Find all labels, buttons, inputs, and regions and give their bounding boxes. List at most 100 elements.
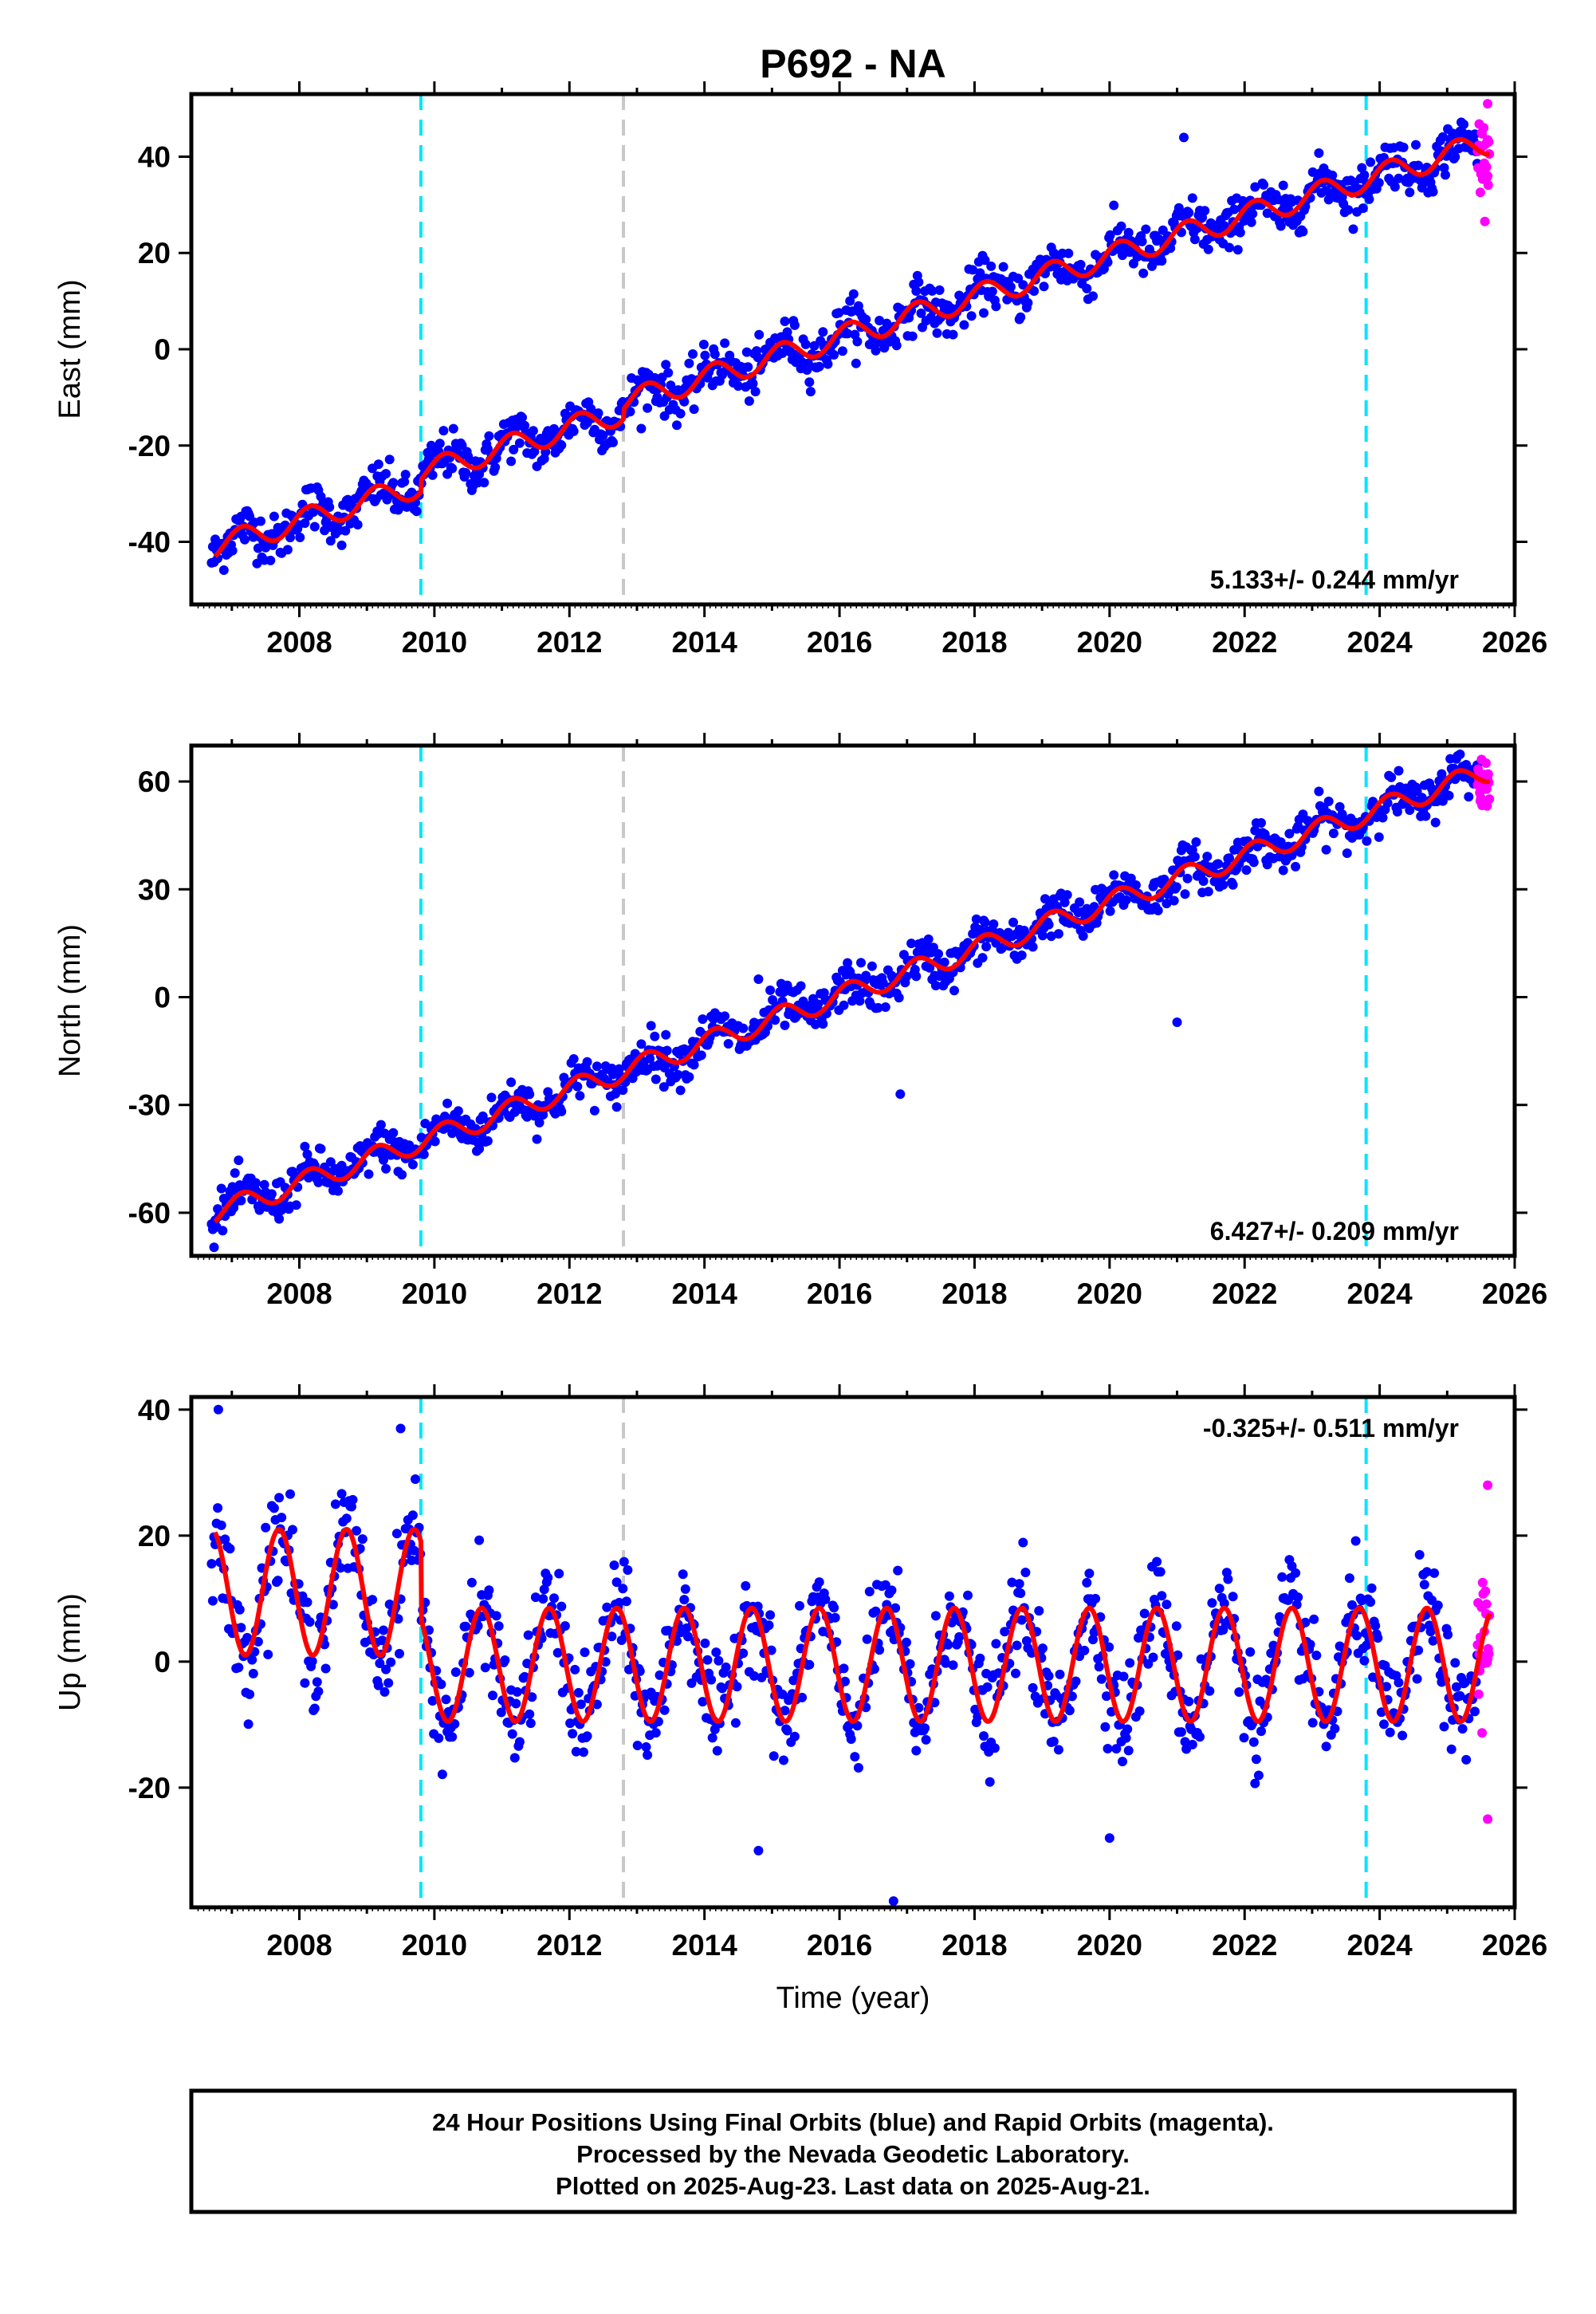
data-point xyxy=(712,1745,722,1756)
data-point xyxy=(911,286,922,296)
data-point xyxy=(511,1698,521,1709)
data-point xyxy=(474,1143,485,1154)
data-point xyxy=(723,1039,733,1049)
data-point xyxy=(650,1031,660,1041)
data-point xyxy=(218,1226,228,1236)
data-point xyxy=(593,408,603,419)
data-point xyxy=(589,1105,599,1116)
data-point xyxy=(1094,1662,1104,1672)
data-point xyxy=(925,962,935,973)
data-point xyxy=(282,545,293,555)
y-tick-label: -20 xyxy=(128,430,171,462)
data-point xyxy=(570,1664,580,1675)
data-point xyxy=(1109,870,1119,880)
data-point xyxy=(675,408,686,419)
data-point xyxy=(386,1657,396,1667)
data-point xyxy=(300,1678,310,1688)
data-point xyxy=(1028,942,1038,952)
outlier-point xyxy=(1483,99,1493,109)
x-tick-label: 2016 xyxy=(807,1277,872,1310)
data-point xyxy=(580,1647,590,1658)
data-point xyxy=(614,1597,624,1608)
data-point xyxy=(608,1069,618,1080)
data-point xyxy=(1358,203,1368,214)
data-point xyxy=(851,358,861,368)
data-point xyxy=(265,555,276,565)
east-panel: 2008 2010 2012 2014 2016 2018 2020 2022 2024 2026… xyxy=(53,81,1547,659)
data-point xyxy=(1184,207,1194,218)
data-point xyxy=(1366,157,1376,167)
data-point xyxy=(632,1741,643,1750)
data-point xyxy=(1245,1647,1256,1657)
data-point xyxy=(523,1630,533,1640)
data-point xyxy=(236,1623,246,1633)
data-point xyxy=(375,1120,386,1130)
data-point xyxy=(430,1136,440,1147)
data-point xyxy=(1321,844,1331,855)
data-point xyxy=(216,1520,226,1530)
data-point xyxy=(1044,919,1054,930)
data-point xyxy=(1152,1556,1162,1567)
y-tick-label: 40 xyxy=(138,1394,171,1427)
data-point xyxy=(592,1061,602,1072)
data-point xyxy=(1439,1722,1449,1732)
data-point xyxy=(1223,1574,1233,1584)
data-point xyxy=(1366,1597,1376,1608)
data-point xyxy=(450,1667,461,1677)
data-point xyxy=(645,1053,655,1064)
data-point xyxy=(1016,312,1026,322)
data-point xyxy=(1378,813,1388,823)
data-point xyxy=(291,1200,301,1210)
data-point xyxy=(1139,1608,1150,1619)
data-point xyxy=(1421,811,1431,821)
data-point xyxy=(1374,832,1384,842)
chart-title: P692 - NA xyxy=(760,41,945,86)
data-point xyxy=(788,1675,799,1686)
data-point xyxy=(765,985,776,995)
x-tick-label: 2022 xyxy=(1212,626,1277,659)
data-point xyxy=(582,1057,592,1067)
data-point xyxy=(646,1021,656,1031)
data-point xyxy=(1014,1579,1024,1589)
data-point xyxy=(934,285,945,295)
outlier-point xyxy=(1104,1833,1114,1844)
data-point xyxy=(250,1178,261,1188)
data-point xyxy=(666,380,676,391)
y-tick-label: -40 xyxy=(128,526,171,559)
data-point xyxy=(1028,1682,1038,1693)
data-point xyxy=(907,331,918,341)
data-point xyxy=(837,346,847,356)
data-point xyxy=(911,971,922,982)
data-point xyxy=(206,1559,217,1569)
data-point xyxy=(341,1513,352,1524)
data-point xyxy=(848,289,859,299)
outlier-point xyxy=(1483,1814,1493,1824)
data-point xyxy=(602,1602,612,1612)
rapid-point xyxy=(1477,1728,1488,1738)
data-point xyxy=(966,311,977,321)
data-point xyxy=(220,1534,230,1545)
data-point xyxy=(688,349,698,359)
data-point xyxy=(434,1733,444,1743)
data-point xyxy=(1314,786,1324,797)
data-point xyxy=(811,1019,820,1029)
data-point xyxy=(1430,817,1441,828)
data-point xyxy=(488,1690,497,1701)
data-point xyxy=(1359,170,1370,180)
data-point xyxy=(871,345,881,356)
x-tick-label: 2016 xyxy=(807,1929,872,1962)
data-point xyxy=(765,1610,776,1620)
data-point xyxy=(1229,204,1240,214)
final-orbit-points xyxy=(206,99,1493,575)
data-point xyxy=(906,939,917,949)
data-point xyxy=(400,470,411,480)
data-point xyxy=(256,516,265,526)
data-point xyxy=(1064,1706,1075,1716)
data-point xyxy=(625,407,635,417)
data-point xyxy=(1176,1727,1186,1737)
data-point xyxy=(979,308,989,318)
data-point xyxy=(1118,1671,1129,1682)
data-point xyxy=(1134,1706,1145,1716)
data-point xyxy=(1079,1645,1090,1655)
data-point xyxy=(1364,194,1374,204)
